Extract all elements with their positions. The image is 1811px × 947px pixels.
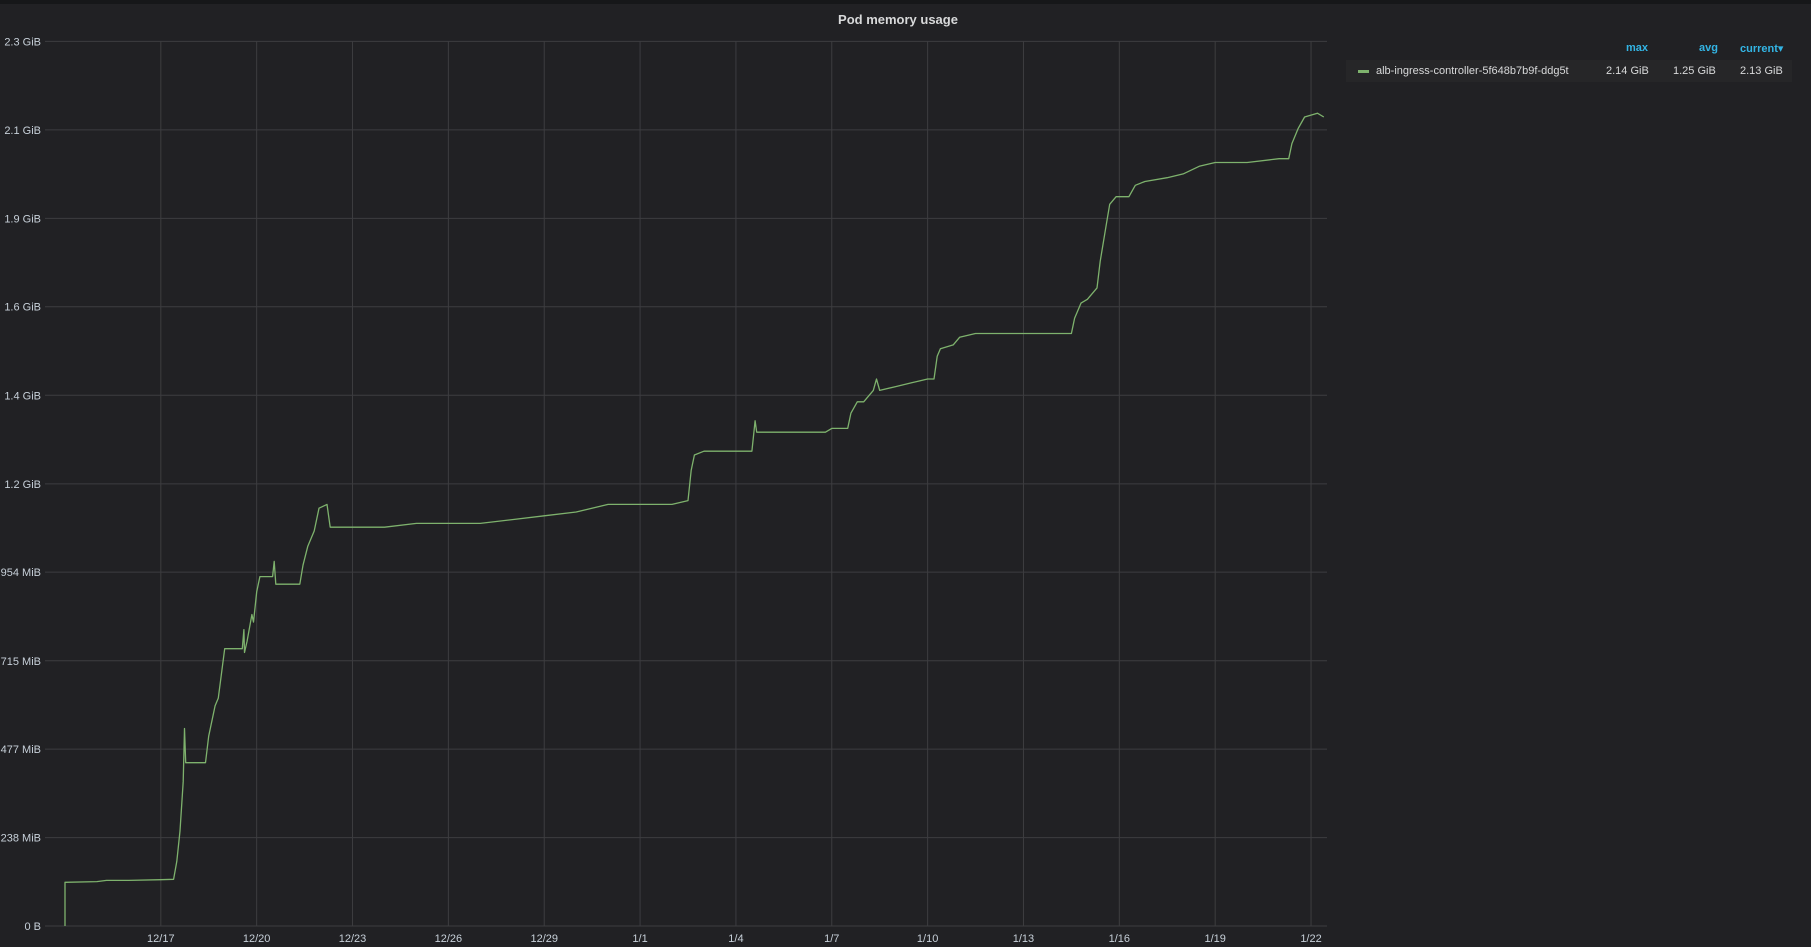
series-layer xyxy=(64,112,1325,926)
x-tick-label: 1/7 xyxy=(824,933,839,945)
chart-area[interactable]: 0 B 238 MiB 477 MiB 715 MiB 954 MiB 1.2 GiB 1.… xyxy=(0,4,1330,947)
y-tick-label: 1.6 GiB xyxy=(4,302,41,314)
legend-header-current[interactable]: current▾ xyxy=(1740,43,1784,55)
x-tick-label: 1/1 xyxy=(632,933,647,945)
y-tick-label: 1.2 GiB xyxy=(4,479,41,491)
y-tick-label: 954 MiB xyxy=(1,567,41,579)
series-line[interactable] xyxy=(64,112,1325,926)
x-tick-label: 1/4 xyxy=(728,933,743,945)
x-tick-label: 1/13 xyxy=(1013,933,1034,945)
grid xyxy=(45,40,1327,927)
x-tick-label: 1/16 xyxy=(1109,933,1130,945)
x-axis: 12/17 12/20 12/23 12/26 12/29 1/1 1/4 1/7 1/10 1/… xyxy=(147,933,1322,945)
legend-header-avg[interactable]: avg xyxy=(1699,42,1718,54)
legend-header: max avg current▾ xyxy=(1346,40,1792,58)
legend-header-max[interactable]: max xyxy=(1626,42,1649,54)
x-tick-label: 12/26 xyxy=(435,933,463,945)
x-tick-label: 1/22 xyxy=(1300,933,1321,945)
x-tick-label: 12/17 xyxy=(147,933,175,945)
legend: max avg current▾ alb-ingress-controller-… xyxy=(1346,40,1792,82)
panel-title[interactable]: Pod memory usage xyxy=(838,12,958,27)
y-tick-label: 2.1 GiB xyxy=(4,125,41,137)
y-axis: 0 B 238 MiB 477 MiB 715 MiB 954 MiB 1.2 GiB 1.… xyxy=(1,36,41,933)
y-tick-label: 715 MiB xyxy=(1,656,41,668)
y-tick-label: 1.4 GiB xyxy=(4,390,41,402)
y-tick-label: 0 B xyxy=(24,921,41,933)
series-color-swatch[interactable] xyxy=(1358,70,1369,73)
legend-series-row[interactable]: alb-ingress-controller-5f648b7b9f-ddg5t … xyxy=(1346,60,1792,82)
x-tick-label: 12/29 xyxy=(530,933,558,945)
legend-series-name[interactable]: alb-ingress-controller-5f648b7b9f-ddg5t xyxy=(1376,65,1569,77)
x-tick-label: 1/19 xyxy=(1204,933,1225,945)
x-tick-label: 12/23 xyxy=(339,933,367,945)
legend-series-avg: 1.25 GiB xyxy=(1673,65,1716,77)
graph-panel: Pod memory usage 0 B 238 MiB 477 MiB 715 Mi… xyxy=(0,4,1811,947)
legend-series-max: 2.14 GiB xyxy=(1606,65,1649,77)
y-tick-label: 477 MiB xyxy=(1,744,41,756)
legend-series-current: 2.13 GiB xyxy=(1740,65,1783,77)
x-tick-label: 12/20 xyxy=(243,933,271,945)
y-tick-label: 238 MiB xyxy=(1,833,41,845)
y-tick-label: 2.3 GiB xyxy=(4,36,41,48)
x-tick-label: 1/10 xyxy=(917,933,938,945)
y-tick-label: 1.9 GiB xyxy=(4,213,41,225)
